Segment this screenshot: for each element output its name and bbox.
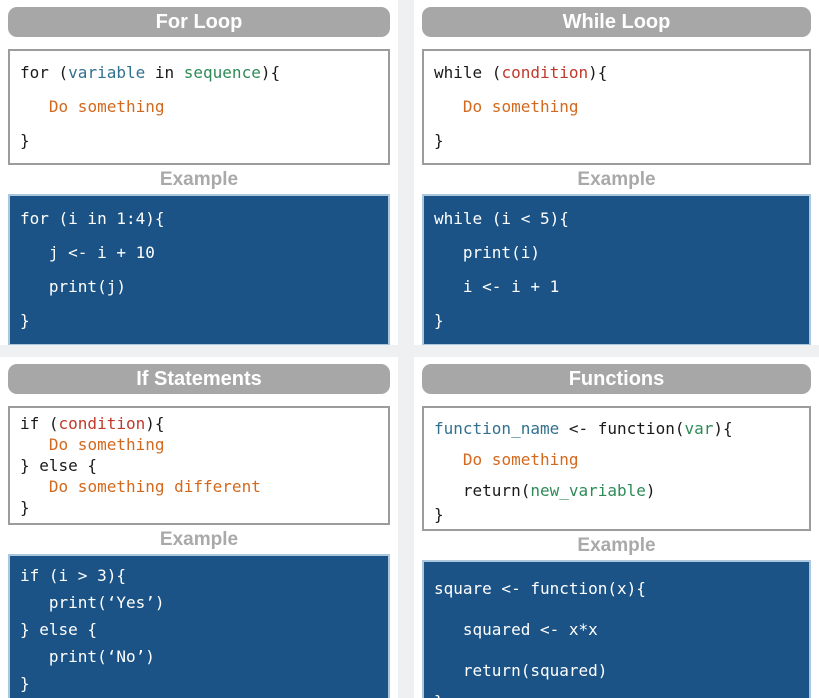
code-token-variable: function_name [434, 419, 560, 438]
code-line: print(i) [434, 243, 540, 262]
card-if-statements: If Statements if (condition){ Do somethi… [0, 357, 398, 698]
code-line: print(j) [20, 277, 126, 296]
code-line: i <- i + 1 [434, 277, 560, 296]
code-token-plain: return( [434, 481, 531, 500]
example-box: square <- function(x){ squared <- x*x re… [422, 560, 811, 698]
syntax-box: if (condition){ Do something } else { Do … [8, 406, 390, 525]
code-token-plain: } else { [20, 456, 98, 475]
code-line: } [434, 124, 799, 158]
code-line: } [434, 506, 799, 524]
example-label: Example [159, 529, 239, 550]
code-line: if (condition){ [20, 413, 378, 434]
code-line: } [20, 674, 30, 693]
syntax-box: function_name <- function(var){ Do somet… [422, 406, 811, 531]
code-token-action: Do something different [48, 477, 261, 496]
code-token-plain: ) [645, 481, 656, 500]
code-line: for (i in 1:4){ [20, 209, 165, 228]
code-token-variable: variable [68, 63, 146, 82]
code-line: } [20, 497, 378, 518]
code-line: Do something different [20, 476, 378, 497]
code-line: } [20, 311, 30, 330]
card-while-loop: While Loop while (condition){ Do somethi… [414, 0, 819, 345]
code-token-plain: ){ [260, 63, 281, 82]
code-line: Do something [434, 90, 799, 124]
card-functions: Functions function_name <- function(var)… [414, 357, 819, 698]
code-token-condition: condition [501, 63, 589, 82]
code-token-sequence: sequence [183, 63, 261, 82]
code-line: while (i < 5){ [434, 209, 569, 228]
code-token-plain: ){ [713, 419, 733, 438]
example-label: Example [577, 169, 656, 190]
code-line: print(‘No’) [20, 647, 155, 666]
code-line: } [20, 124, 378, 158]
code-line: } else { [20, 620, 98, 639]
code-line: squared <- x*x [434, 620, 598, 639]
code-token-plain [20, 477, 49, 496]
code-line: function_name <- function(var){ [434, 413, 799, 444]
code-token-plain [434, 450, 463, 469]
code-token-sequence: var [684, 419, 714, 438]
code-token-plain [434, 97, 463, 116]
example-label: Example [577, 535, 656, 556]
code-line: return(new_variable) [434, 475, 799, 506]
code-token-plain: if ( [20, 414, 59, 433]
code-token-action: Do something [48, 97, 165, 116]
example-box: if (i > 3){ print(‘Yes’) } else { print(‘… [8, 554, 390, 698]
code-line: return(squared) [434, 661, 608, 680]
code-token-plain: for ( [20, 63, 69, 82]
code-line: } [434, 311, 444, 330]
code-token-action: Do something [48, 435, 165, 454]
code-token-plain [20, 435, 49, 454]
code-token-plain: while ( [434, 63, 502, 82]
card-title: If Statements [8, 364, 390, 394]
code-token-action: Do something [462, 450, 579, 469]
code-line: print(‘Yes’) [20, 593, 165, 612]
code-line: } [434, 691, 799, 698]
code-token-sequence: new_variable [530, 481, 646, 500]
code-token-plain: ){ [588, 63, 608, 82]
card-title: While Loop [422, 7, 811, 37]
card-title: For Loop [8, 7, 390, 37]
card-for-loop: For Loop for (variable in sequence){ Do … [0, 0, 398, 345]
code-token-action: Do something [462, 97, 579, 116]
code-token-plain: <- function( [559, 419, 685, 438]
code-token-plain: } [434, 131, 444, 150]
code-line: square <- function(x){ [434, 579, 646, 598]
example-label: Example [159, 169, 239, 190]
code-line: } else { [20, 455, 378, 476]
example-box: for (i in 1:4){ j <- i + 10 print(j)} [8, 194, 390, 345]
code-token-plain: } [20, 498, 30, 517]
code-line: j <- i + 10 [20, 243, 155, 262]
code-token-condition: condition [58, 414, 146, 433]
code-token-plain [20, 97, 49, 116]
code-line: Do something [20, 434, 378, 455]
code-token-plain: in [145, 63, 184, 82]
code-token-plain: } [434, 505, 444, 524]
code-token-plain: } [20, 131, 30, 150]
syntax-box: for (variable in sequence){ Do something… [8, 49, 390, 165]
code-line: if (i > 3){ [20, 566, 126, 585]
code-line: while (condition){ [434, 56, 799, 90]
code-line: Do something [20, 90, 378, 124]
code-line: for (variable in sequence){ [20, 56, 378, 90]
code-token-plain: ){ [145, 414, 165, 433]
code-line: Do something [434, 444, 799, 475]
card-title: Functions [422, 364, 811, 394]
syntax-box: while (condition){ Do something} [422, 49, 811, 165]
example-box: while (i < 5){ print(i) i <- i + 1} [422, 194, 811, 345]
